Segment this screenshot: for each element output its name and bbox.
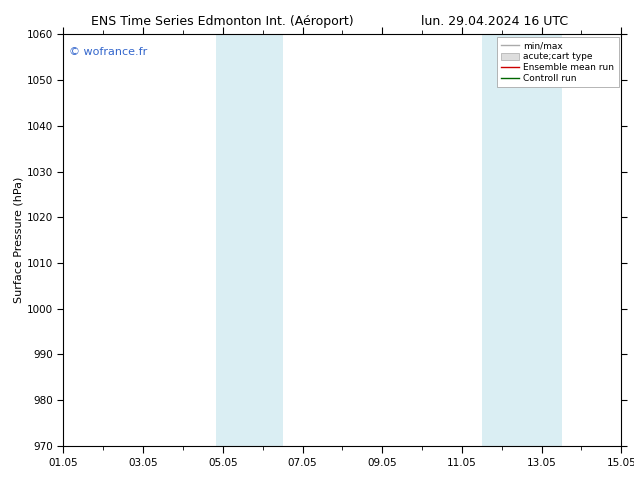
Legend: min/max, acute;cart type, Ensemble mean run, Controll run: min/max, acute;cart type, Ensemble mean … xyxy=(497,37,619,87)
Bar xyxy=(216,34,283,446)
Text: © wofrance.fr: © wofrance.fr xyxy=(69,47,147,57)
Text: lun. 29.04.2024 16 UTC: lun. 29.04.2024 16 UTC xyxy=(421,15,568,28)
Text: ENS Time Series Edmonton Int. (Aéroport): ENS Time Series Edmonton Int. (Aéroport) xyxy=(91,15,353,28)
Y-axis label: Surface Pressure (hPa): Surface Pressure (hPa) xyxy=(14,177,24,303)
Bar xyxy=(482,34,562,446)
